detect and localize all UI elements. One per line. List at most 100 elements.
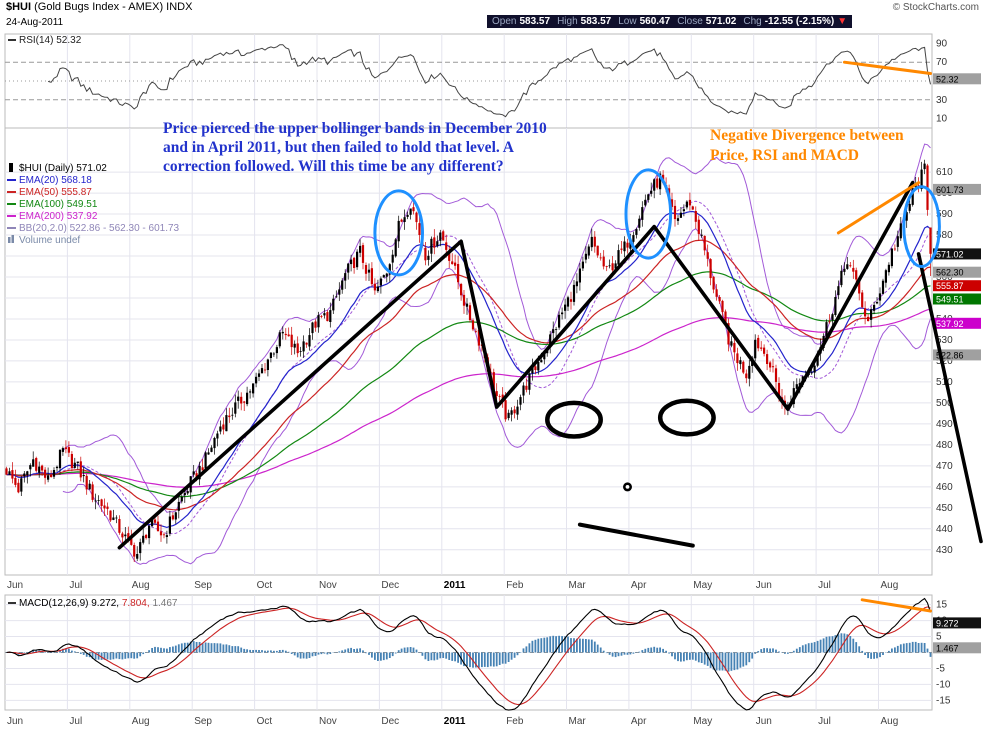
highlight-ellipse [902,185,941,269]
price-panel: 6106005905805705605505405305205105004904… [4,127,981,591]
macd-signal-line [6,606,931,706]
trend-zigzag [117,180,915,550]
month-label: Apr [631,716,647,727]
month-label: Mar [569,580,587,591]
month-label: 2011 [444,716,466,727]
axis-value-box [933,642,981,654]
divergence-rsi-line [842,60,932,75]
note-orange: Negative Divergence between Price, RSI an… [710,127,904,164]
month-label: Jun [756,716,772,727]
axis-value-text: 562.30 [936,268,964,278]
rsi-tick-label: 10 [936,114,948,125]
macd-line [6,597,932,711]
close-value: 571.02 [705,16,737,27]
month-label: Jun [7,716,23,727]
volume-icon [8,237,11,243]
rsi-tick-label: 90 [936,38,948,49]
open-label: Open [492,16,517,27]
price-tick-label: 500 [936,398,953,409]
month-label: Mar [569,716,587,727]
candlestick-icon [9,163,13,172]
price-tick-label: 590 [936,209,953,220]
axis-value-text: 555.87 [936,281,964,291]
highlight-ellipse [373,189,425,277]
legend-label: EMA(50) 555.87 [19,187,92,198]
month-label: Jul [818,580,831,591]
axis-value-text: 571.02 [936,249,964,259]
face-eye [545,400,603,439]
note-blue: Price pierced the upper bollinger bands … [163,120,547,175]
legend-label: BB(20,2.0) 522.86 - 562.30 - 601.73 [19,223,180,234]
macd-tick-label: 5 [936,632,942,643]
symbol-label: $HUI [6,1,32,13]
month-label: May [693,716,712,727]
axis-value-text: 537.92 [936,319,964,329]
divergence-macd-line [860,598,932,613]
axis-value-box [933,280,981,292]
month-label: Jul [818,716,831,727]
month-label: Aug [881,716,899,727]
price-tick-label: 430 [936,545,953,556]
price-tick-label: 460 [936,482,953,493]
high-value: 583.57 [580,16,612,27]
rsi-legend-label: RSI(14) 52.32 [19,35,82,46]
axis-value-box [933,248,981,260]
copyright-label: © StockCharts.com [892,2,979,13]
month-label: Dec [381,580,399,591]
legend-label: Volume undef [19,235,80,246]
price-tick-label: 480 [936,440,953,451]
price-tick-label: 470 [936,461,953,472]
axis-value-text: 549.51 [936,295,964,305]
month-label: Aug [132,580,150,591]
price-tick-label: 490 [936,419,953,430]
price-tick-label: 580 [936,230,953,241]
axis-value-box [933,317,981,329]
open-value: 583.57 [519,16,551,27]
axis-value-box [933,349,981,361]
month-label: Jul [69,716,82,727]
trend-tail-line [916,252,983,544]
chart-title: $HUI (Gold Bugs Index - AMEX) INDX [6,1,192,13]
price-tick-label: 440 [936,524,953,535]
price-tick-label: 610 [936,167,953,178]
rsi-tick-label: 70 [936,57,948,68]
month-label: Aug [881,580,899,591]
axis-value-text: 522.86 [936,350,964,360]
rsi-panel: RSI(14) 52.32 90 70 30 10 52.32 [4,33,981,129]
month-label: Jun [7,580,23,591]
price-tick-label: 450 [936,503,953,514]
month-label: 2011 [444,580,466,591]
legend-label: EMA(200) 537.92 [19,211,98,222]
macd-tick-label: -5 [936,664,945,675]
low-value: 560.47 [639,16,671,27]
month-label: Apr [631,580,647,591]
macd-tick-label: -15 [936,695,951,706]
ema200-line [6,308,931,488]
month-label: Jul [69,580,82,591]
bb-upper-line [62,143,931,513]
bb-middle-line [62,200,931,535]
axis-value-box [933,617,981,629]
month-label: Sep [194,580,212,591]
title-rest: (Gold Bugs Index - AMEX) INDX [31,1,193,13]
axis-value-text: 601.73 [936,185,964,195]
macd-tick-label: -10 [936,679,951,690]
month-label: Sep [194,716,212,727]
axis-value-box [933,266,981,278]
legend-label: EMA(100) 549.51 [19,199,98,210]
price-plot-area [4,127,933,576]
low-label: Low [618,16,637,27]
legend-label: $HUI (Daily) 571.02 [19,163,107,174]
price-tick-label: 530 [936,335,953,346]
down-arrow-icon: ▼ [837,16,848,27]
axis-value-text: 52.32 [936,74,959,84]
highlight-ellipse [624,168,673,260]
month-label: Nov [319,716,337,727]
quote-bar: Open 583.57 High 583.57 Low 560.47 Close 571… [487,15,853,28]
month-label: Feb [506,716,524,727]
face-eye [657,398,716,437]
axis-value-box [933,183,981,195]
